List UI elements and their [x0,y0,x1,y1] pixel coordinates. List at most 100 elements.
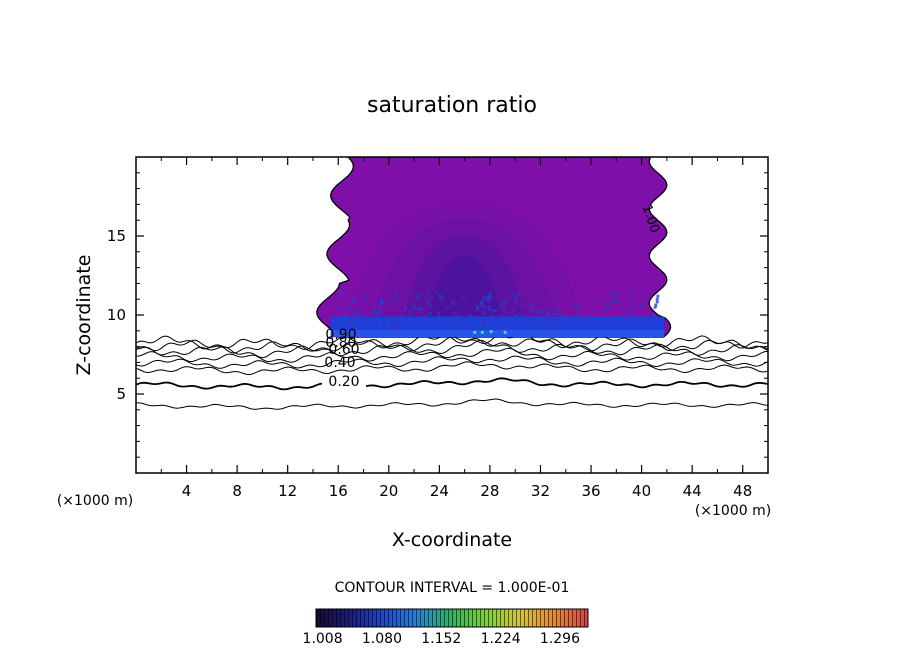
cloud-speckle [427,298,431,305]
cloud-speckle [387,317,391,321]
cloud-speckle [428,311,432,316]
cloud-fill [316,157,672,338]
cloud-speckle [361,317,365,321]
cloud-speckle [517,291,521,297]
cloud-speckle [486,295,490,300]
cloud-speckle [610,291,614,297]
x-tick-label: 36 [581,482,600,500]
cloud-speckle [453,311,457,315]
cloud-speckle [359,311,363,315]
cloud-speckle [377,308,381,315]
cloud-speckle [347,305,351,310]
cloud-speckle [399,313,403,316]
x-tick-label: 12 [278,482,297,500]
y-tick-label: 10 [107,306,126,324]
colorbar-tick-label: 1.224 [481,631,521,647]
x-tick-label: 24 [430,482,449,500]
cloud-speckle [632,304,636,308]
contour-label: 0.60 [328,342,359,358]
y-axis-label: Z-coordinate [73,255,95,376]
x-tick-label: 44 [683,482,702,500]
cloud-speckle [598,318,602,322]
x-tick-label: 28 [480,482,499,500]
contour-lines [136,332,768,410]
cloud-speckle [653,306,657,309]
cloud-speckle [394,297,398,303]
contour-line [136,355,768,369]
cloud-speckle [488,292,492,298]
cloud-speckle [416,294,420,299]
cloud-speckle [559,313,563,319]
cloud-speckle [656,294,660,298]
cloud-speckle [640,303,644,309]
cloud-speckle [425,315,429,321]
cloud-speckle [555,307,559,313]
cloud-speckle [363,295,367,298]
cloud-speckle [396,321,400,328]
y-ticks: 5 10 15 [107,172,768,458]
cloud-speckle [365,318,369,321]
cloud-speckle [533,318,537,324]
cloud-speckle [446,322,450,325]
contour-line [136,377,768,391]
cloud-speckle [650,313,654,319]
cloud-speckle [382,315,386,320]
cloud-speckle [393,322,397,329]
cloud-highlight [473,330,477,334]
cloud-highlight [489,329,493,334]
cloud-speckle [614,292,618,297]
cloud-speckle [435,291,439,294]
cloud-speckle [499,305,503,308]
cloud-speckle [412,305,416,310]
cloud-speckle [482,296,486,301]
cloud-speckle [456,314,460,318]
contour-label-bg [322,374,366,389]
cloud-speckle [504,298,508,304]
cloud-speckle [546,318,550,324]
cloud-speckle [518,312,522,316]
cloud-speckle [617,299,621,304]
x-tick-label: 48 [733,482,752,500]
x-axis-unit-right: (×1000 m) [695,503,771,519]
x-tick-label: 16 [329,482,348,500]
cloud-speckle [642,295,646,301]
cloud-speckle [476,305,480,311]
cloud-speckle [611,317,615,321]
cloud-speckle [382,322,386,328]
contour-line [136,347,768,363]
y-tick-label: 5 [116,385,126,403]
cloud-speckle [630,301,634,306]
cloud-speckle [437,310,441,317]
cloud-speckle [520,322,524,326]
cloud-speckle [511,309,515,313]
cloud-speckle [408,310,412,316]
cloud-speckle [429,304,433,307]
cloud-speckle [375,312,379,315]
cloud-speckle [655,297,659,304]
contour-line [136,398,768,410]
contour-line [136,361,768,376]
cloud-base-band-lower [330,330,665,338]
cloud-speckle [356,314,360,319]
cloud-speckle [445,306,449,310]
cloud-speckle [354,311,358,316]
colorbar: 1.008 1.080 1.152 1.224 1.296 [303,608,589,647]
x-ticks: 4 8 12 16 20 24 28 32 36 40 44 48 [160,157,752,500]
cloud-speckle [576,312,580,315]
cloud-speckle [488,305,492,312]
cloud-speckle [482,320,486,327]
cloud-speckle [540,309,544,314]
x-tick-label: 4 [182,482,192,500]
y-tick-label: 15 [107,227,126,245]
cloud-speckle [398,302,402,306]
cloud-speckle [404,306,408,310]
cloud-speckle [554,318,558,323]
contour-line [136,332,768,350]
cloud-highlight [503,330,507,334]
cloud-speckle [555,295,559,299]
cloud-speckle [417,306,421,311]
cloud-speckle [541,319,545,323]
cloud-speckle [530,302,534,306]
cloud-speckle [654,303,658,307]
cloud-speckle [495,309,499,312]
